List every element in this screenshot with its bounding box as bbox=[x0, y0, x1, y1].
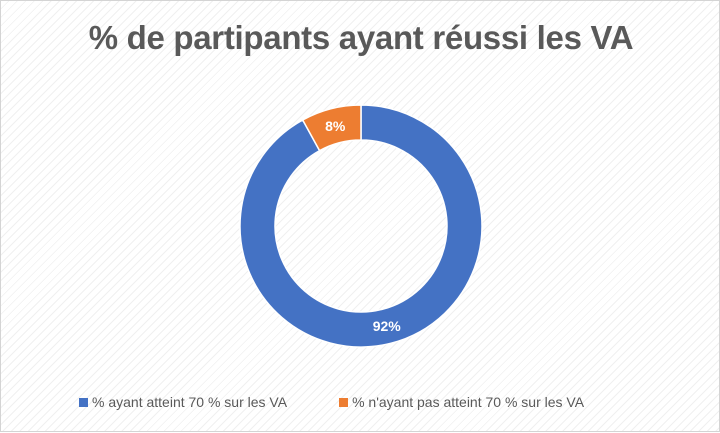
legend-label-achieved: % ayant atteint 70 % sur les VA bbox=[92, 394, 288, 410]
doughnut-data-labels: 92% 8% bbox=[325, 118, 401, 334]
chart-title: % de partipants ayant réussi les VA bbox=[88, 19, 634, 56]
legend-item-not-achieved: % n'ayant pas atteint 70 % sur les VA bbox=[339, 394, 584, 410]
legend-item-achieved: % ayant atteint 70 % sur les VA bbox=[79, 394, 287, 410]
data-label-not-achieved: 8% bbox=[325, 118, 346, 134]
doughnut-slices bbox=[239, 104, 483, 348]
slice-achieved bbox=[239, 104, 483, 348]
data-label-achieved: 92% bbox=[373, 318, 402, 334]
slice-not-achieved bbox=[301, 104, 362, 152]
legend-swatch-achieved bbox=[79, 397, 88, 407]
legend-label-not-achieved: % n'ayant pas atteint 70 % sur les VA bbox=[352, 394, 585, 410]
legend: % ayant atteint 70 % sur les VA % n'ayan… bbox=[79, 389, 679, 415]
legend-swatch-not-achieved bbox=[339, 397, 349, 407]
